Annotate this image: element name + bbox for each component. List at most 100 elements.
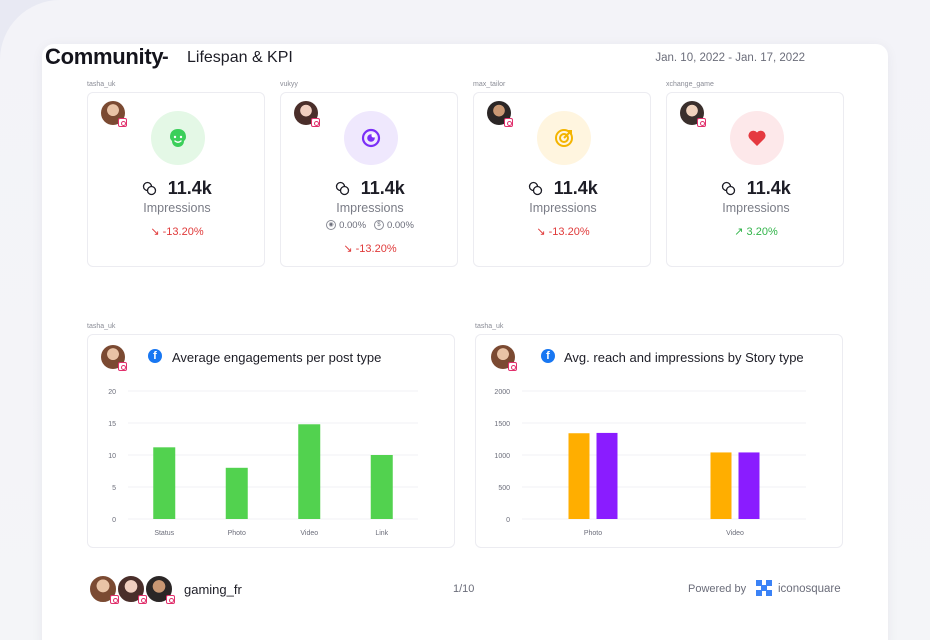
- dollar-icon: $: [373, 220, 384, 231]
- title-separator: -: [162, 46, 169, 68]
- chart-card-body[interactable]: f Average engagements per post type 0 5 10…: [87, 334, 455, 548]
- kpi-card-4: xchange_game 11.4k Impressions ↗ 3.20%: [666, 81, 844, 267]
- kpi-card-3: max_tailor 11.4k Impressions ↘ -13.20%: [473, 81, 651, 267]
- y-tick-label: 2000: [494, 389, 510, 396]
- kpi-label: Impressions: [143, 201, 211, 215]
- kpi-owner: vukyy: [280, 81, 298, 88]
- arrow-down-right-icon: ↘: [150, 226, 160, 238]
- instagram-icon: [118, 362, 127, 371]
- engagement-bar-chart: 0 5 10 15 20 Status Photo Video Link: [108, 389, 418, 537]
- coins-icon: [529, 181, 543, 196]
- kpi-icon-bg: [537, 111, 591, 165]
- kpi-card-body[interactable]: 11.4k Impressions ↘ -13.20%: [87, 92, 265, 267]
- kpi-change: ↘ -13.20%: [343, 243, 397, 255]
- instagram-icon: [504, 118, 513, 127]
- chart-owner: tasha_uk: [475, 323, 504, 330]
- kpi-value: 11.4k: [553, 178, 598, 198]
- page-indicator: 1/10: [453, 583, 475, 595]
- coins-icon: [336, 181, 350, 196]
- kpi-value: 11.4k: [360, 178, 405, 198]
- kpi-label: Impressions: [722, 201, 790, 215]
- y-tick-label: 0: [112, 517, 116, 524]
- x-tick-label: Video: [726, 530, 744, 537]
- mini-stat-2: 0.00%: [386, 220, 414, 231]
- instagram-icon: [311, 118, 320, 127]
- smiley-icon: [170, 129, 186, 147]
- y-tick-label: 1500: [494, 421, 510, 428]
- target-icon: [361, 128, 381, 148]
- instagram-icon: [697, 118, 706, 127]
- heart-icon: [748, 130, 766, 146]
- kpi-change: ↘ -13.20%: [150, 226, 204, 238]
- report-header: Community - Lifespan & KPI Jan. 10, 2022…: [45, 44, 805, 74]
- facebook-icon: f: [148, 349, 162, 363]
- bar: [710, 452, 732, 519]
- chart-title: Average engagements per post type: [172, 350, 382, 365]
- instagram-icon: [138, 595, 147, 604]
- story-reach-bar-chart: 0 500 1000 1500 2000 Photo Video: [494, 389, 806, 537]
- y-tick-label: 10: [108, 453, 116, 460]
- chart-card-2: tasha_uk f Avg. reach and impressions by…: [475, 323, 843, 548]
- arrow-up-right-icon: ↗: [734, 226, 744, 238]
- kpi-icon-bg: [344, 111, 398, 165]
- x-tick-label: Video: [300, 530, 318, 537]
- arrow-down-right-icon: ↘: [536, 226, 546, 238]
- coins-icon: [722, 181, 736, 196]
- kpi-label: Impressions: [336, 201, 404, 215]
- bar: [738, 452, 760, 519]
- chart-card-1: tasha_uk f Average engagements per post …: [87, 323, 455, 548]
- powered-by-label: Powered by: [688, 583, 747, 595]
- account-name: gaming_fr: [184, 582, 242, 597]
- page-title: Community: [45, 44, 164, 69]
- instagram-icon: [508, 362, 517, 371]
- instagram-icon: [118, 118, 127, 127]
- bar: [225, 467, 248, 519]
- x-tick-label: Link: [375, 530, 388, 537]
- x-tick-label: Photo: [228, 530, 246, 537]
- x-tick-label: Photo: [584, 530, 602, 537]
- kpi-icon-bg: [151, 111, 205, 165]
- date-range: Jan. 10, 2022 - Jan. 17, 2022: [655, 52, 805, 64]
- bar: [596, 432, 618, 519]
- kpi-value: 11.4k: [167, 178, 212, 198]
- eye-icon: ◉: [326, 220, 337, 231]
- kpi-owner: tasha_uk: [87, 81, 116, 88]
- bar: [370, 455, 393, 519]
- kpi-card-body[interactable]: 11.4k Impressions ◉ 0.00% $0.00% ↘ -13.20…: [280, 92, 458, 267]
- kpi-card-body[interactable]: 11.4k Impressions ↗ 3.20%: [666, 92, 844, 267]
- page-subtitle: Lifespan & KPI: [187, 49, 293, 66]
- x-tick-label: Status: [154, 530, 174, 537]
- chart-card-body[interactable]: f Avg. reach and impressions by Story ty…: [475, 334, 843, 548]
- instagram-icon: [110, 595, 119, 604]
- facebook-icon: f: [541, 349, 555, 363]
- kpi-card-body[interactable]: 11.4k Impressions ↘ -13.20%: [473, 92, 651, 267]
- y-tick-label: 15: [108, 421, 116, 428]
- kpi-change: ↗ 3.20%: [734, 226, 778, 238]
- kpi-owner: xchange_game: [666, 81, 714, 88]
- coins-icon: [143, 181, 157, 196]
- chart-title: Avg. reach and impressions by Story type: [564, 350, 804, 365]
- iconosquare-logo-icon: [756, 580, 772, 596]
- chart-owner: tasha_uk: [87, 323, 116, 330]
- instagram-icon: [166, 595, 175, 604]
- bar: [153, 447, 176, 519]
- y-tick-label: 5: [112, 485, 116, 492]
- kpi-icon-bg: [730, 111, 784, 165]
- mini-stat-1: 0.00%: [339, 220, 367, 231]
- kpi-change: ↘ -13.20%: [536, 226, 590, 238]
- kpi-value: 11.4k: [746, 178, 791, 198]
- y-tick-label: 500: [498, 485, 510, 492]
- bar: [298, 424, 321, 519]
- brand-name[interactable]: iconosquare: [778, 583, 841, 595]
- y-tick-label: 0: [506, 517, 510, 524]
- archery-target-icon: [555, 129, 573, 147]
- arrow-down-right-icon: ↘: [343, 243, 353, 255]
- mini-stats: ◉ 0.00% $0.00%: [281, 220, 459, 231]
- kpi-card-1: tasha_uk 11.4k Impressions ↘ -13.20%: [87, 81, 265, 267]
- kpi-card-2: vukyy 11.4k Impressions ◉ 0.00% $0.00% ↘ …: [280, 81, 458, 267]
- bar: [568, 433, 590, 519]
- y-tick-label: 20: [108, 389, 116, 396]
- kpi-owner: max_tailor: [473, 81, 506, 88]
- y-tick-label: 1000: [494, 453, 510, 460]
- kpi-label: Impressions: [529, 201, 597, 215]
